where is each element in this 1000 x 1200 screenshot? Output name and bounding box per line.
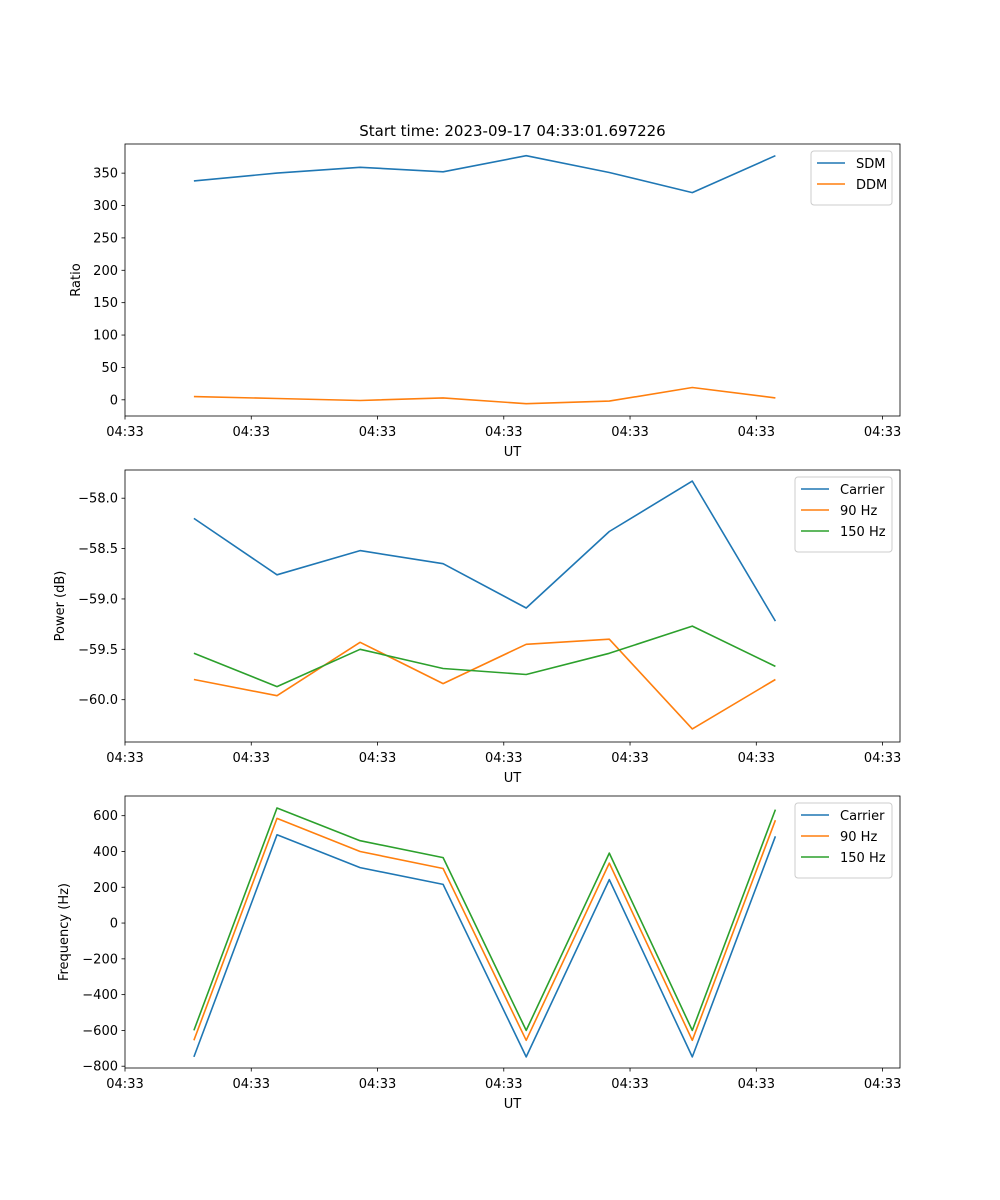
x-tick-label: 04:33: [233, 1077, 270, 1092]
series-line-150-hz: [193, 625, 776, 688]
axes-frame-3: [124, 795, 901, 1069]
legend-label: 90 Hz: [840, 504, 877, 519]
y-tick-label: −58.5: [78, 542, 118, 557]
y-tick-label: −58.0: [78, 492, 118, 507]
x-tick-label: 04:33: [485, 425, 522, 440]
y-tick-label: −400: [82, 988, 118, 1003]
legend-label: 150 Hz: [840, 851, 886, 866]
x-tick-label: 04:33: [738, 425, 775, 440]
y-tick-label: 300: [93, 199, 118, 214]
series-line-90-hz: [193, 817, 777, 1042]
y-tick-label: 600: [93, 809, 118, 824]
series-line-90-hz: [193, 638, 776, 730]
x-tick-label: 04:33: [106, 1077, 143, 1092]
x-tick-label: 04:33: [485, 1077, 522, 1092]
x-tick-label: 04:33: [611, 425, 648, 440]
y-axis-label: Ratio: [69, 263, 84, 296]
y-tick-label: 200: [93, 264, 118, 279]
y-tick-label: 0: [110, 393, 118, 408]
y-tick-label: 200: [93, 881, 118, 896]
y-tick-label: 100: [93, 329, 118, 344]
x-tick-label: 04:33: [611, 1077, 648, 1092]
legend-box: [810, 150, 893, 206]
legend-label: 150 Hz: [840, 525, 886, 540]
y-tick-label: −200: [82, 952, 118, 967]
y-tick-label: −59.0: [78, 592, 118, 607]
x-axis-label: UT: [504, 771, 522, 786]
y-axis-label: Power (dB): [53, 571, 68, 642]
series-line-carrier: [193, 480, 777, 622]
x-tick-label: 04:33: [485, 751, 522, 766]
series-line-sdm: [193, 154, 776, 194]
x-tick-label: 04:33: [233, 425, 270, 440]
series-line-150-hz: [193, 807, 777, 1032]
x-axis-label: UT: [504, 445, 522, 460]
legend-box: [794, 802, 893, 879]
legend-label: DDM: [856, 178, 887, 193]
x-tick-label: 04:33: [864, 425, 901, 440]
series-line-ddm: [193, 386, 776, 405]
series-line-carrier: [193, 833, 777, 1058]
legend-label: 90 Hz: [840, 830, 877, 845]
x-axis-label: UT: [504, 1097, 522, 1112]
x-tick-label: 04:33: [864, 1077, 901, 1092]
y-tick-label: 50: [101, 361, 118, 376]
legend-box: [794, 476, 893, 553]
y-tick-label: −800: [82, 1060, 118, 1075]
y-tick-label: 150: [93, 296, 118, 311]
x-tick-label: 04:33: [359, 751, 396, 766]
axes-frame-1: [124, 143, 901, 417]
x-tick-label: 04:33: [106, 751, 143, 766]
x-tick-label: 04:33: [864, 751, 901, 766]
axes-frame-2: [124, 469, 901, 743]
y-tick-label: 250: [93, 231, 118, 246]
legend-label: Carrier: [840, 809, 885, 824]
y-tick-label: −600: [82, 1024, 118, 1039]
legend-label: Carrier: [840, 483, 885, 498]
legend-label: SDM: [856, 157, 885, 172]
x-tick-label: 04:33: [106, 425, 143, 440]
figure-title: Start time: 2023-09-17 04:33:01.697226: [359, 122, 665, 140]
x-tick-label: 04:33: [359, 1077, 396, 1092]
y-tick-label: 400: [93, 845, 118, 860]
x-tick-label: 04:33: [359, 425, 396, 440]
y-tick-label: 350: [93, 167, 118, 182]
x-tick-label: 04:33: [738, 751, 775, 766]
x-tick-label: 04:33: [233, 751, 270, 766]
y-tick-label: −60.0: [78, 693, 118, 708]
x-tick-label: 04:33: [738, 1077, 775, 1092]
x-tick-label: 04:33: [611, 751, 648, 766]
y-tick-label: −59.5: [78, 643, 118, 658]
y-tick-label: 0: [110, 917, 118, 932]
y-axis-label: Frequency (Hz): [57, 883, 72, 981]
